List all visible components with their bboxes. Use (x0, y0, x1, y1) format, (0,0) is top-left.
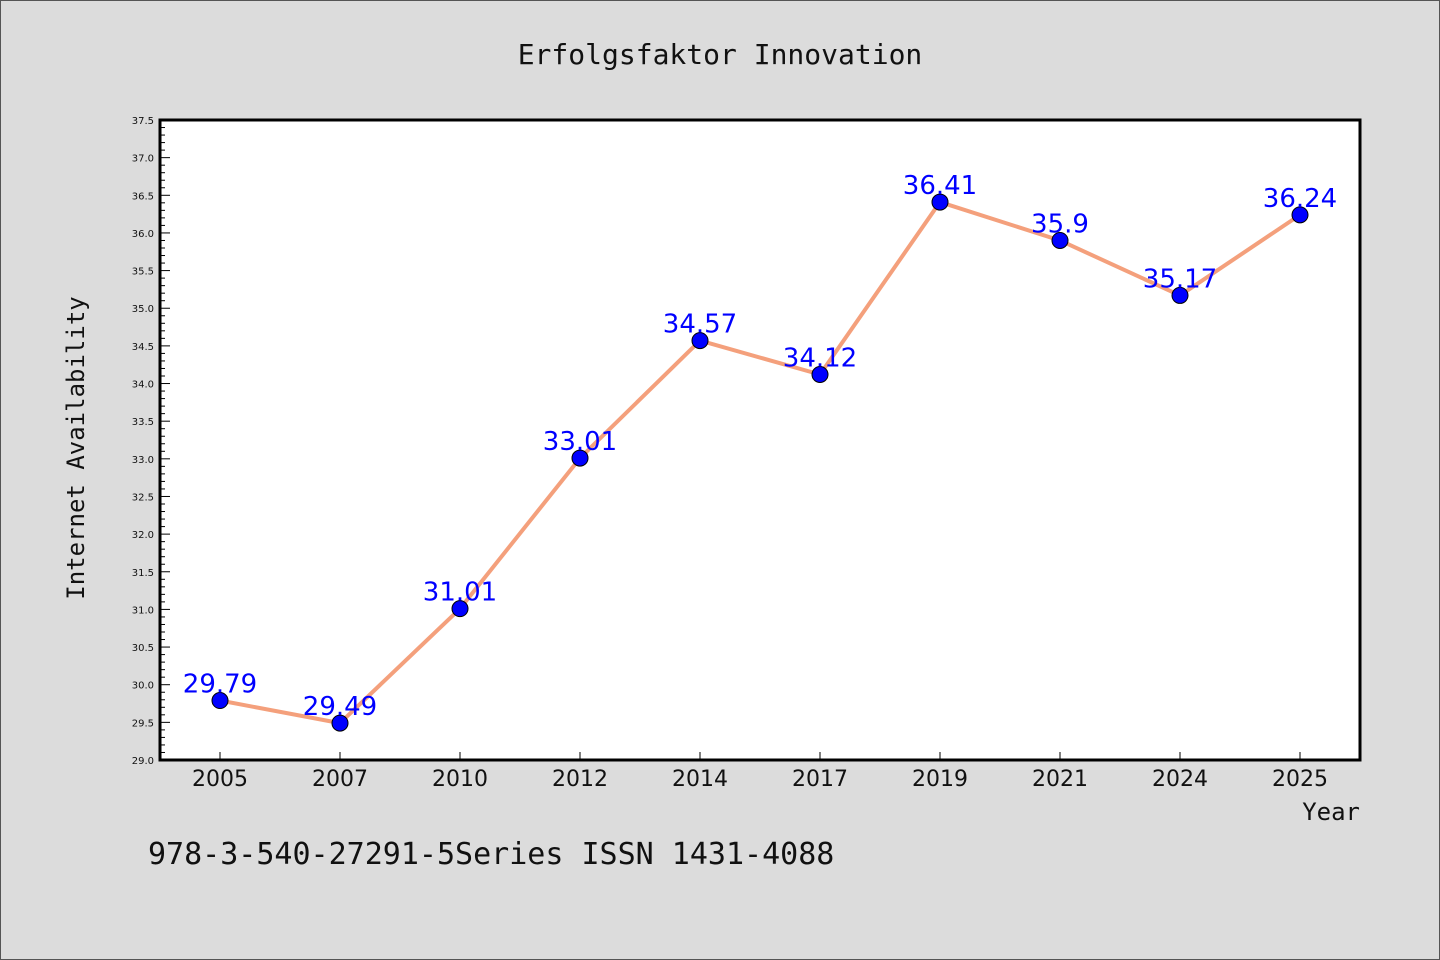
data-label: 33.01 (543, 427, 617, 457)
x-tick-label: 2007 (312, 767, 368, 792)
x-tick-label: 2012 (552, 767, 608, 792)
y-tick-label: 35.5 (132, 267, 154, 278)
data-label: 34.12 (783, 343, 857, 373)
data-label: 29.49 (303, 692, 377, 722)
series-polyline (219, 200, 1302, 726)
data-point (1171, 286, 1189, 304)
data-label: 31.01 (423, 578, 497, 608)
y-tick-label: 36.5 (132, 191, 154, 202)
footer-text: 978-3-540-27291-5Series ISSN 1431-4088 (148, 837, 834, 872)
x-tick-label: 2014 (672, 767, 728, 792)
y-tick-label: 31.0 (132, 605, 154, 616)
y-tick-label: 37.0 (132, 154, 154, 165)
data-label: 35.9 (1031, 209, 1089, 239)
y-tick-label: 29.5 (132, 718, 154, 729)
y-tick-label: 32.0 (132, 530, 154, 541)
y-tick-label: 30.0 (132, 681, 154, 692)
x-tick-label: 2025 (1272, 767, 1328, 792)
x-tick-label: 2024 (1152, 767, 1208, 792)
y-tick-label: 36.0 (132, 229, 154, 240)
data-point (811, 365, 829, 383)
y-tick-label: 29.0 (132, 756, 154, 767)
chart-title: Erfolgsfaktor Innovation (518, 38, 923, 71)
data-point (451, 600, 469, 618)
y-tick-label: 37.5 (132, 116, 154, 127)
y-tick-label: 34.5 (132, 342, 154, 353)
data-point (1051, 231, 1069, 249)
x-tick-label: 2017 (792, 767, 848, 792)
y-tick-label: 33.0 (132, 455, 154, 466)
series-line (219, 200, 1302, 726)
data-point (931, 193, 949, 211)
y-tick-label: 32.5 (132, 492, 154, 503)
x-tick-label: 2019 (912, 767, 968, 792)
data-point (331, 714, 349, 732)
y-axis-label: Internet Availability (62, 296, 90, 599)
data-point (1291, 206, 1309, 224)
x-tick-label: 2005 (192, 767, 248, 792)
y-tick-label: 35.0 (132, 304, 154, 315)
data-label: 29.79 (183, 670, 257, 700)
y-tick-label: 31.5 (132, 568, 154, 579)
y-tick-label: 33.5 (132, 417, 154, 428)
data-label: 36.41 (903, 171, 977, 201)
data-labels: 29.79 29.49 31.01 33.01 34.57 34.12 36.41 35.9 3… (183, 171, 1337, 722)
x-axis-label: Year (1302, 798, 1360, 826)
data-point (211, 692, 229, 710)
data-label: 34.57 (663, 310, 737, 340)
x-tick-label: 2021 (1032, 767, 1088, 792)
series-markers (211, 193, 1309, 732)
y-tick-label: 30.5 (132, 643, 154, 654)
y-axis: 29.0 29.5 30.0 30.5 31.0 31.5 32.0 32.5 33.0 33.5… (132, 116, 170, 767)
data-label: 35.17 (1143, 264, 1217, 294)
data-point (691, 332, 709, 350)
x-axis: 2005 2007 2010 2012 2014 2017 2019 2021 2024 2025 (192, 752, 1328, 792)
x-tick-label: 2010 (432, 767, 488, 792)
y-tick-label: 34.0 (132, 380, 154, 391)
data-label: 36.24 (1263, 184, 1337, 214)
data-point (571, 449, 589, 467)
plot-area (158, 118, 1362, 762)
